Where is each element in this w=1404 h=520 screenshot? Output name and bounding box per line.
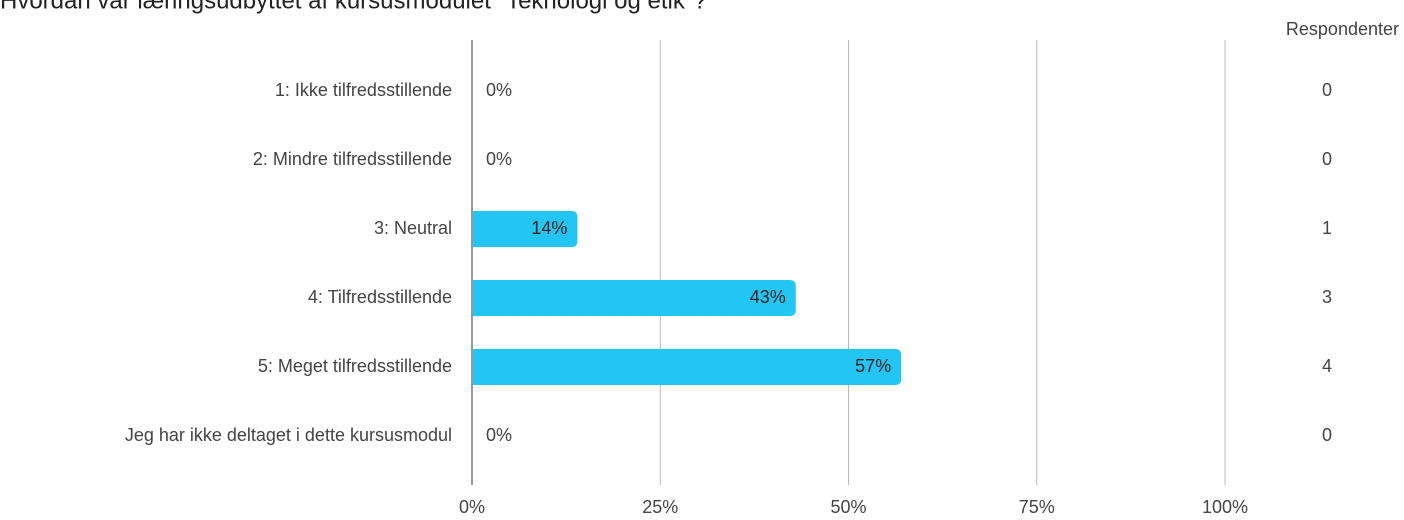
respondent-count: 0 — [1322, 80, 1332, 100]
respondent-count: 4 — [1322, 356, 1332, 376]
x-tick-label: 25% — [642, 497, 678, 517]
value-label: 57% — [855, 356, 891, 376]
y-tick-label: 5: Meget tilfredsstillende — [258, 356, 452, 376]
y-tick-label: 3: Neutral — [374, 218, 452, 238]
value-label: 43% — [750, 287, 786, 307]
x-tick-label: 0% — [459, 497, 485, 517]
respondent-count: 3 — [1322, 287, 1332, 307]
value-label: 0% — [486, 425, 512, 445]
y-tick-label: 4: Tilfredsstillende — [308, 287, 452, 307]
y-tick-label: 2: Mindre tilfredsstillende — [253, 149, 452, 169]
bar — [472, 211, 578, 247]
chart-title: Hvordan var læringsudbyttet af kursusmod… — [0, 0, 707, 14]
y-tick-label: 1: Ikke tilfredsstillende — [275, 80, 452, 100]
value-label: 14% — [531, 218, 567, 238]
y-tick-label: Jeg har ikke deltaget i dette kursusmodu… — [125, 425, 452, 445]
respondent-count: 0 — [1322, 149, 1332, 169]
value-label: 0% — [486, 149, 512, 169]
x-tick-label: 100% — [1202, 497, 1248, 517]
respondents-header: Respondenter — [1286, 19, 1399, 39]
respondent-count: 1 — [1322, 218, 1332, 238]
value-label: 0% — [486, 80, 512, 100]
x-tick-label: 75% — [1019, 497, 1055, 517]
bar — [472, 280, 796, 316]
respondent-count: 0 — [1322, 425, 1332, 445]
x-tick-label: 50% — [830, 497, 866, 517]
bar — [472, 349, 902, 385]
